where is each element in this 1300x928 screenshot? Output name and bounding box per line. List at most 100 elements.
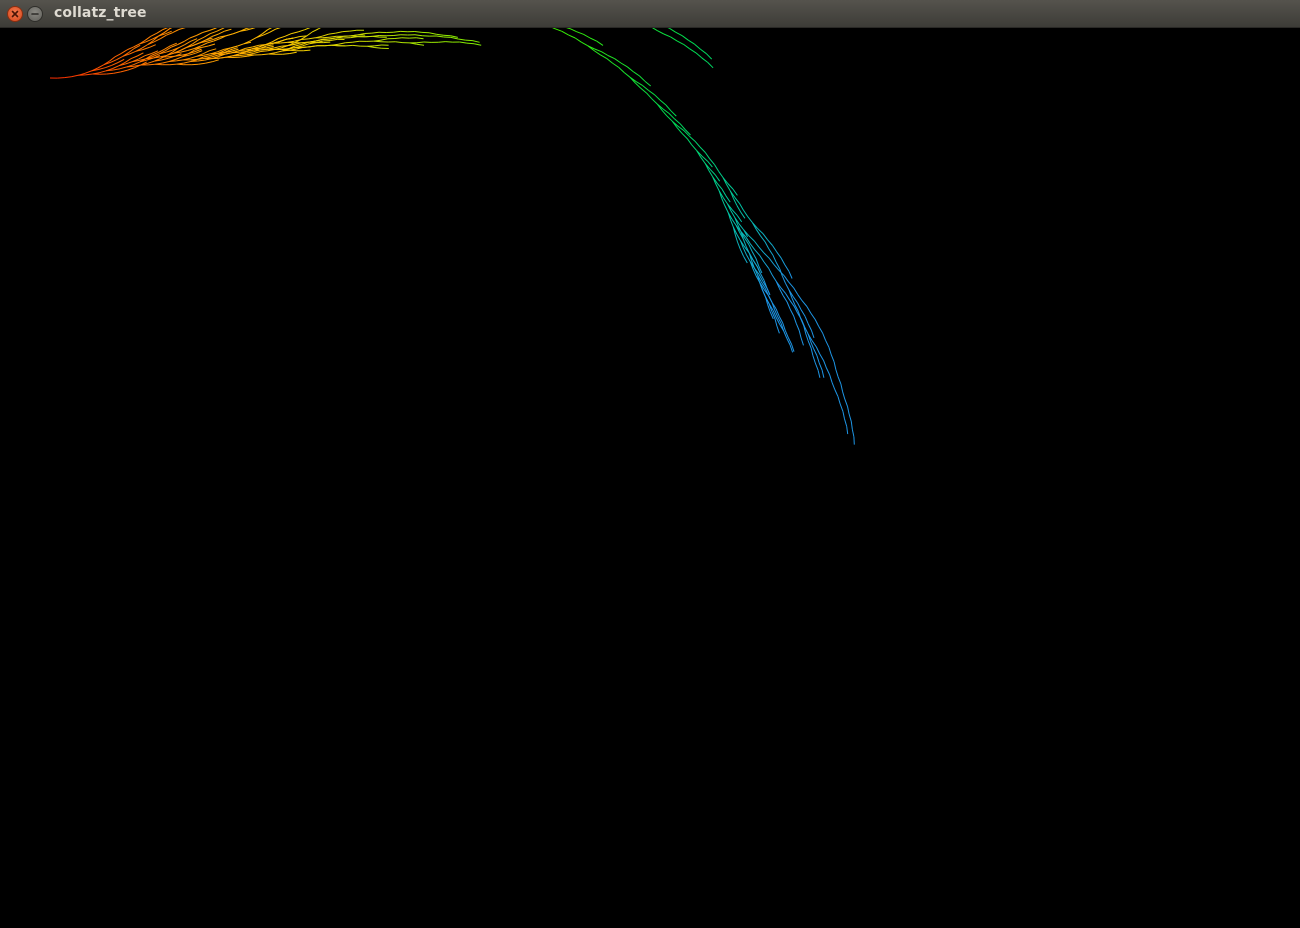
tree-branch-segment bbox=[740, 231, 747, 238]
tree-branch-segment bbox=[223, 47, 231, 52]
tree-branch-segment bbox=[659, 99, 667, 106]
tree-branch-segment bbox=[266, 44, 274, 47]
close-button[interactable] bbox=[7, 6, 23, 22]
tree-branch-segment bbox=[196, 53, 204, 57]
close-icon bbox=[11, 10, 19, 18]
tree-branch-segment bbox=[184, 40, 191, 46]
tree-branch-segment bbox=[269, 28, 276, 33]
tree-branch-segment bbox=[259, 44, 267, 48]
tree-branch-segment bbox=[97, 64, 105, 69]
tree-branch-segment bbox=[253, 51, 261, 54]
tree-branch-segment bbox=[103, 60, 110, 66]
tree-branch-segment bbox=[688, 39, 695, 45]
tree-branch-segment bbox=[601, 51, 609, 56]
tree-branch-segment bbox=[284, 33, 292, 37]
tree-branch-segment bbox=[684, 129, 691, 136]
tree-branch-segment bbox=[583, 33, 591, 39]
tree-branch-segment bbox=[825, 339, 830, 348]
tree-branch-segment bbox=[316, 40, 324, 44]
tree-branch-segment bbox=[757, 227, 764, 234]
tree-branch-segment bbox=[145, 38, 153, 43]
tree-branch-segment bbox=[606, 58, 613, 64]
tree-branch-segment bbox=[160, 54, 168, 59]
tree-branch-segment bbox=[648, 89, 655, 96]
tree-branch-segment bbox=[772, 310, 777, 318]
tree-branch-segment bbox=[175, 56, 183, 60]
tree-branch-segment bbox=[281, 48, 289, 52]
tree-branch-segment bbox=[714, 174, 721, 182]
tree-branch-segment bbox=[321, 33, 329, 37]
tree-branch-segment bbox=[729, 190, 736, 198]
tree-branch-segment bbox=[574, 37, 582, 43]
drawing-canvas[interactable] bbox=[0, 28, 1300, 928]
tree-branch-segment bbox=[762, 233, 768, 241]
tree-branch-segment bbox=[774, 309, 779, 318]
tree-branch-segment bbox=[129, 50, 136, 55]
tree-branch-segment bbox=[781, 275, 786, 284]
tree-branch-segment bbox=[196, 32, 203, 36]
tree-branch-segment bbox=[194, 47, 201, 51]
tree-branch-segment bbox=[670, 110, 677, 117]
tree-branch-segment bbox=[708, 170, 714, 178]
tree-branch-segment bbox=[788, 289, 794, 297]
tree-branch-segment bbox=[166, 51, 174, 56]
tree-branch-segment bbox=[642, 85, 649, 91]
tree-branch-segment bbox=[760, 281, 766, 289]
tree-branch-segment bbox=[217, 48, 225, 53]
tree-branch-segment bbox=[350, 34, 359, 37]
tree-branch-segment bbox=[842, 411, 845, 420]
tree-branch-segment bbox=[759, 255, 765, 263]
tree-branch-segment bbox=[300, 35, 307, 41]
tree-branch-segment bbox=[267, 47, 275, 50]
tree-branch-segment bbox=[190, 38, 198, 42]
tree-branch-segment bbox=[373, 39, 381, 42]
tree-branch-segment bbox=[393, 30, 401, 33]
tree-branch-segment bbox=[183, 57, 191, 61]
tree-branch-segment bbox=[732, 226, 738, 235]
tree-branch-segment bbox=[689, 135, 696, 142]
tree-branch-segment bbox=[769, 311, 774, 320]
tree-branch-segment bbox=[206, 40, 214, 44]
tree-branch-segment bbox=[246, 28, 254, 31]
tree-branch-segment bbox=[271, 38, 279, 43]
tree-branch-segment bbox=[807, 333, 813, 341]
tree-branch-segment bbox=[197, 56, 204, 60]
tree-branch-segment bbox=[629, 76, 637, 83]
tree-branch-segment bbox=[778, 269, 785, 277]
tree-branch-segment bbox=[304, 28, 311, 31]
tree-branch-segment bbox=[683, 43, 690, 50]
tree-branch-segment bbox=[714, 164, 720, 172]
tree-branch-segment bbox=[311, 28, 319, 33]
tree-branch-segment bbox=[775, 308, 780, 317]
tree-branch-segment bbox=[294, 43, 303, 47]
tree-branch-segment bbox=[594, 48, 602, 53]
tree-branch-segment bbox=[800, 337, 804, 346]
tree-branch-segment bbox=[701, 155, 708, 162]
tree-branch-segment bbox=[623, 72, 631, 78]
tree-branch-segment bbox=[779, 288, 784, 296]
tree-branch-segment bbox=[450, 35, 458, 38]
tree-branch-segment bbox=[748, 252, 754, 261]
minimize-button[interactable] bbox=[27, 6, 43, 22]
tree-branch-segment bbox=[239, 29, 247, 32]
tree-branch-segment bbox=[771, 274, 777, 282]
tree-branch-segment bbox=[114, 53, 122, 58]
tree-branch-segment bbox=[245, 46, 253, 49]
title-bar[interactable]: collatz_tree bbox=[0, 0, 1300, 28]
tree-branch-segment bbox=[806, 306, 812, 314]
tree-branch-segment bbox=[174, 53, 182, 57]
tree-branch-segment bbox=[646, 92, 653, 100]
tree-branch-segment bbox=[813, 348, 818, 356]
tree-branch-segment bbox=[200, 42, 208, 47]
collatz-tree-drawing bbox=[49, 28, 855, 445]
tree-branch-segment bbox=[748, 244, 753, 253]
tree-branch-segment bbox=[153, 38, 161, 43]
tree-branch-segment bbox=[739, 248, 744, 257]
tree-branch-segment bbox=[322, 36, 330, 39]
tree-branch-segment bbox=[217, 50, 225, 54]
tree-branch-segment bbox=[142, 46, 150, 51]
tree-branch-segment bbox=[797, 302, 802, 311]
tree-branch-segment bbox=[250, 37, 257, 42]
tree-branch-segment bbox=[112, 65, 120, 69]
tree-branch-segment bbox=[253, 49, 261, 53]
